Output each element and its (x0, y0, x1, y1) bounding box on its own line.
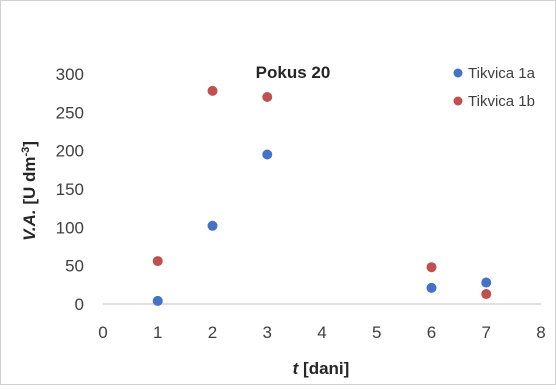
data-point-series-1 (207, 220, 218, 231)
data-point-series-2 (262, 92, 273, 102)
legend-marker (453, 96, 463, 106)
data-point-series-1 (152, 295, 163, 306)
x-axis-label-rest: [dani] (298, 359, 349, 378)
legend-marker (453, 68, 463, 78)
y-axis-label-superscript: -3 (20, 147, 32, 157)
x-tick-label: 3 (263, 323, 272, 342)
y-axis-label-close: ] (20, 141, 39, 147)
y-tick-label: 50 (65, 257, 84, 276)
x-axis-ticks: 0 1 2 3 4 5 6 7 8 (98, 323, 545, 342)
y-axis-label: V.A. [U dm-3] (20, 141, 39, 241)
y-tick-label: 150 (56, 180, 84, 199)
y-tick-label: 100 (56, 218, 84, 237)
x-tick-label: 1 (153, 323, 162, 342)
data-point-series-2 (207, 85, 218, 96)
data-point-series-1 (262, 149, 273, 160)
y-tick-label: 250 (56, 103, 84, 122)
y-axis-ticks: 0 50 100 150 200 250 300 (56, 65, 84, 314)
x-tick-label: 8 (536, 323, 545, 342)
legend-label: Tikvica 1b (468, 93, 535, 110)
data-points (152, 85, 492, 306)
y-tick-label: 300 (56, 65, 84, 84)
legend-label: Tikvica 1a (468, 65, 536, 82)
x-tick-label: 6 (427, 323, 436, 342)
x-tick-label: 7 (482, 323, 491, 342)
legend: Tikvica 1a Tikvica 1b (453, 65, 536, 110)
data-point-series-2 (481, 289, 492, 300)
chart-title: Pokus 20 (256, 63, 331, 82)
x-tick-label: 5 (372, 323, 381, 342)
data-point-series-1 (481, 277, 492, 288)
y-tick-label: 0 (75, 295, 84, 314)
data-point-series-2 (426, 262, 437, 273)
y-tick-label: 200 (56, 142, 84, 161)
data-point-series-1 (426, 282, 437, 293)
x-tick-label: 4 (317, 323, 326, 342)
data-point-series-2 (152, 256, 163, 267)
x-tick-label: 2 (208, 323, 217, 342)
x-axis-label-italic: t (293, 359, 300, 378)
y-axis-label-rest: [U dm (20, 157, 39, 210)
y-axis-label-italic: V.A. (20, 209, 39, 241)
x-tick-label: 0 (98, 323, 107, 342)
x-axis-label: t [dani] (293, 359, 350, 378)
